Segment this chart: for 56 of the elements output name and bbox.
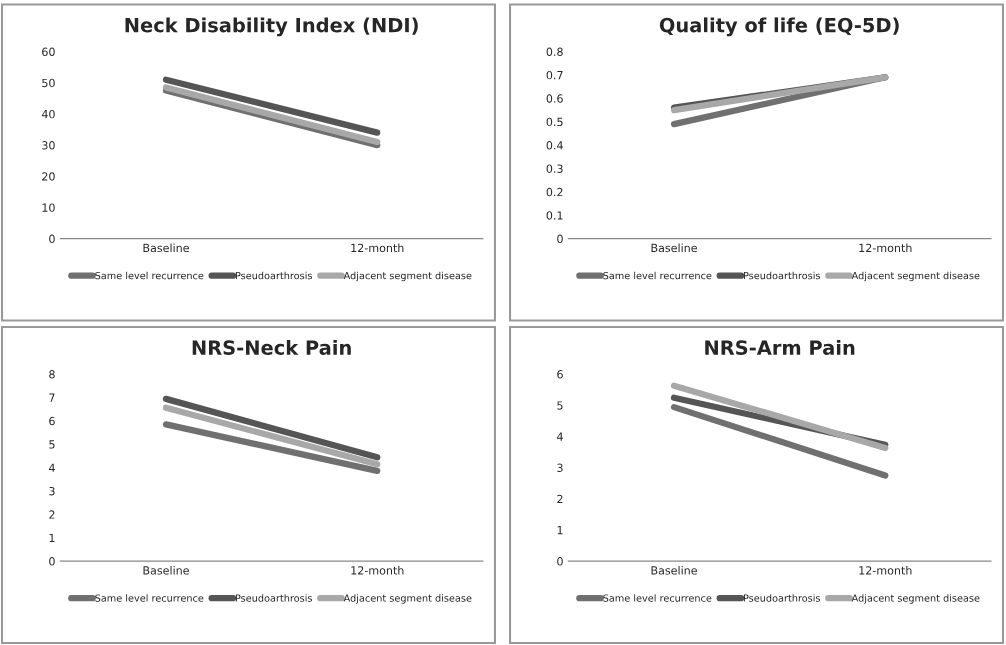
y-tick-label: 20 <box>42 172 55 181</box>
y-tick-label: 30 <box>42 141 55 150</box>
y-tick-label: 4 <box>48 463 55 472</box>
x-tick-label: Baseline <box>143 243 189 253</box>
legend-label: Pseudoarthrosis <box>743 271 821 280</box>
y-tick-label: 2 <box>49 510 55 519</box>
y-tick-label: 1 <box>49 533 55 542</box>
y-tick-label: 0 <box>49 557 55 566</box>
legend-label: Pseudoarthrosis <box>743 594 821 602</box>
y-tick-label: 0.8 <box>546 47 563 56</box>
chart-title: Quality of life (EQ-5D) <box>659 17 899 37</box>
y-tick-label: 40 <box>41 109 55 119</box>
y-tick-label: 0.4 <box>546 141 563 150</box>
legend-label: Same level recurrence <box>603 271 712 280</box>
y-tick-label: 7 <box>49 393 55 402</box>
y-tick-label: 2 <box>557 494 563 504</box>
legend-label: Adjacent segment disease <box>343 271 472 282</box>
legend-label: Pseudoarthrosis <box>235 594 312 602</box>
y-tick-label: 3 <box>49 486 55 496</box>
x-tick-label: 12-month <box>859 566 912 575</box>
y-tick-label: 0.3 <box>546 164 563 173</box>
legend-label: Same level recurrence <box>95 271 204 280</box>
x-tick-label: 12-month <box>351 243 404 253</box>
y-tick-label: 1 <box>557 526 563 535</box>
chart-title: Neck Disability Index (NDI) <box>125 17 418 37</box>
y-tick-label: 4 <box>557 432 563 441</box>
x-tick-label: Baseline <box>651 243 697 253</box>
y-tick-label: 0 <box>557 557 563 566</box>
y-tick-label: 0 <box>557 234 563 244</box>
legend-label: Same level recurrence <box>95 594 204 602</box>
legend-label: Adjacent segment disease <box>851 271 980 282</box>
y-tick-label: 5 <box>49 440 55 449</box>
chart-title: NRS-Arm Pain <box>705 339 855 355</box>
y-tick-label: 0.6 <box>546 94 563 103</box>
y-tick-label: 6 <box>557 370 563 379</box>
y-tick-label: 0.2 <box>546 187 563 197</box>
x-tick-label: Baseline <box>651 566 697 575</box>
y-tick-label: 6 <box>49 416 55 426</box>
y-tick-label: 0 <box>49 234 55 244</box>
y-tick-label: 60 <box>42 47 55 56</box>
y-tick-label: 5 <box>557 401 563 410</box>
legend-label: Adjacent segment disease <box>343 594 472 604</box>
y-tick-label: 3 <box>557 463 563 472</box>
legend-label: Same level recurrence <box>603 594 712 602</box>
y-tick-label: 8 <box>49 370 55 379</box>
x-tick-label: 12-month <box>351 566 404 575</box>
y-tick-label: 0.1 <box>546 211 563 220</box>
y-tick-label: 0.5 <box>546 117 563 127</box>
legend-label: Adjacent segment disease <box>851 594 980 604</box>
y-tick-label: 0.7 <box>546 70 563 80</box>
chart-title: NRS-Neck Pain <box>192 339 351 355</box>
y-tick-label: 10 <box>42 203 55 212</box>
x-tick-label: 12-month <box>859 243 912 253</box>
y-tick-label: 50 <box>42 78 55 88</box>
legend-label: Pseudoarthrosis <box>235 271 312 280</box>
x-tick-label: Baseline <box>143 566 189 575</box>
